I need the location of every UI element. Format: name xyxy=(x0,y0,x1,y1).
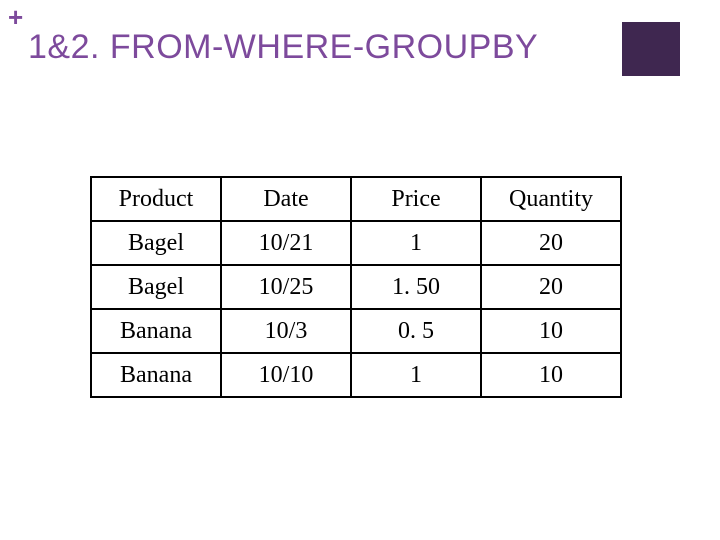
column-header: Quantity xyxy=(481,177,621,221)
table-cell: 10/25 xyxy=(221,265,351,309)
table-cell: Banana xyxy=(91,309,221,353)
table-cell: 10/3 xyxy=(221,309,351,353)
column-header: Price xyxy=(351,177,481,221)
table-cell: 0. 5 xyxy=(351,309,481,353)
plus-icon: + xyxy=(8,4,23,30)
table-cell: 1 xyxy=(351,353,481,397)
table-cell: 1 xyxy=(351,221,481,265)
table-cell: 10 xyxy=(481,353,621,397)
accent-rectangle xyxy=(622,22,680,76)
table-cell: Bagel xyxy=(91,221,221,265)
table-cell: 10 xyxy=(481,309,621,353)
table-cell: 10/10 xyxy=(221,353,351,397)
table-row: Banana 10/10 1 10 xyxy=(91,353,621,397)
table-cell: Bagel xyxy=(91,265,221,309)
table-cell: 10/21 xyxy=(221,221,351,265)
table-row: Bagel 10/25 1. 50 20 xyxy=(91,265,621,309)
table-cell: 20 xyxy=(481,265,621,309)
data-table-container: Product Date Price Quantity Bagel 10/21 … xyxy=(90,176,622,398)
table-cell: 20 xyxy=(481,221,621,265)
table-row: Banana 10/3 0. 5 10 xyxy=(91,309,621,353)
column-header: Product xyxy=(91,177,221,221)
table-cell: 1. 50 xyxy=(351,265,481,309)
data-table: Product Date Price Quantity Bagel 10/21 … xyxy=(90,176,622,398)
table-cell: Banana xyxy=(91,353,221,397)
column-header: Date xyxy=(221,177,351,221)
page-title: 1&2. FROM-WHERE-GROUPBY xyxy=(28,28,538,67)
table-header-row: Product Date Price Quantity xyxy=(91,177,621,221)
table-row: Bagel 10/21 1 20 xyxy=(91,221,621,265)
